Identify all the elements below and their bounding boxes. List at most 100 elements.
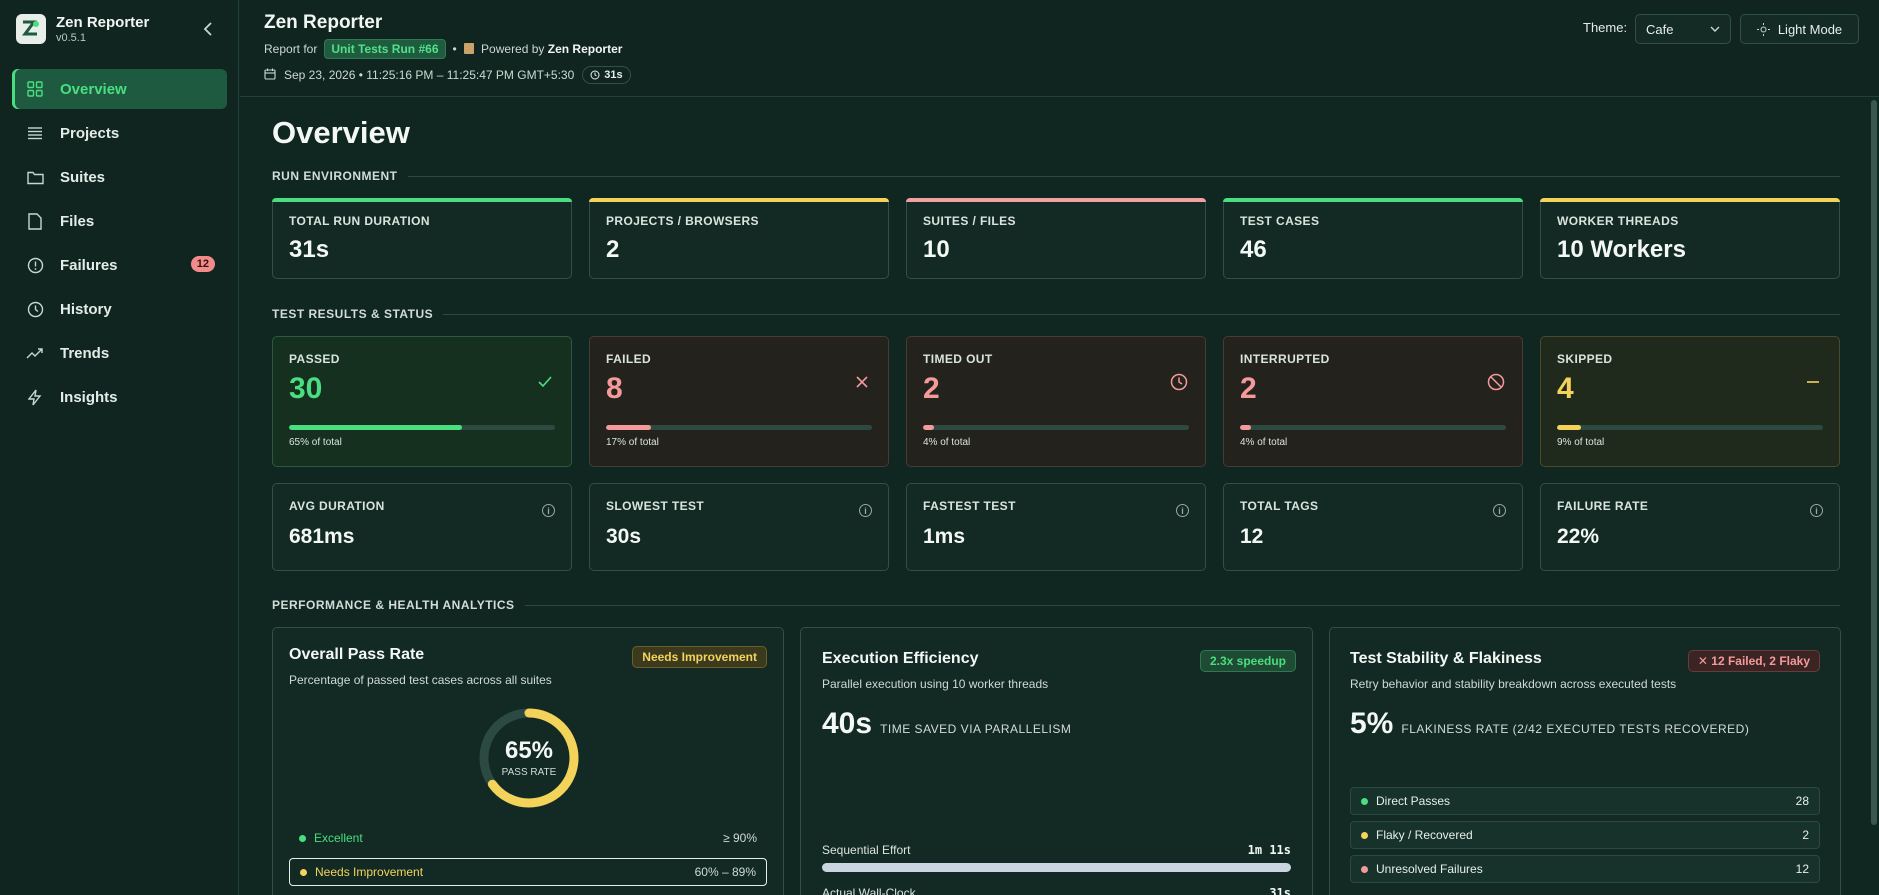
- info-icon[interactable]: i: [542, 504, 555, 517]
- status-card-passed[interactable]: PASSED 30 65% of total: [272, 336, 572, 467]
- card-value: 2: [606, 236, 620, 263]
- section-label: TEST RESULTS & STATUS: [272, 307, 434, 321]
- time-saved-caption: TIME SAVED VIA PARALLELISM: [880, 722, 1072, 736]
- status-card-failed[interactable]: FAILED 8 17% of total: [589, 336, 889, 467]
- card-value: 1ms: [923, 525, 966, 548]
- flakiness-caption: FLAKINESS RATE (2/42 EXECUTED TESTS RECO…: [1401, 722, 1750, 736]
- minus-icon: [1807, 381, 1819, 383]
- effort-label: Actual Wall-Clock: [822, 886, 916, 895]
- speedup-label: 2.3x speedup: [1209, 654, 1286, 668]
- section-performance: PERFORMANCE & HEALTH ANALYTICS: [272, 598, 1840, 612]
- metric-card-total-tags: TOTAL TAGS 12 i: [1223, 483, 1523, 571]
- status-cards-row: PASSED 30 65% of total FAILED 8 17% of t…: [272, 336, 1840, 467]
- panel-title: Overall Pass Rate: [289, 646, 425, 663]
- env-cards-row: TOTAL RUN DURATION 31s PROJECTS / BROWSE…: [272, 198, 1840, 279]
- sidebar-item-label: Projects: [60, 124, 120, 142]
- percent-label: 17% of total: [606, 437, 659, 448]
- card-label: SLOWEST TEST: [606, 499, 705, 513]
- legend-unresolved-failures[interactable]: Unresolved Failures 12: [1350, 855, 1820, 883]
- sidebar-item-projects[interactable]: Projects: [12, 113, 227, 153]
- sidebar-item-label: Trends: [60, 344, 110, 362]
- legend-needs-improvement[interactable]: Needs Improvement 60% – 89%: [289, 858, 767, 886]
- sidebar-item-failures[interactable]: Failures 12: [12, 245, 227, 285]
- sidebar-item-suites[interactable]: Suites: [12, 157, 227, 197]
- progress-fill: [606, 425, 652, 430]
- percent-label: 4% of total: [1240, 437, 1288, 448]
- metric-card-failure-rate: FAILURE RATE 22% i: [1540, 483, 1840, 571]
- powered-by: Powered by Zen Reporter: [463, 42, 622, 56]
- info-icon[interactable]: i: [1810, 504, 1823, 517]
- card-label: TOTAL RUN DURATION: [289, 214, 430, 228]
- card-value: 10 Workers: [1557, 236, 1686, 263]
- card-value: 22%: [1557, 525, 1600, 548]
- wall-clock-row: Actual Wall-Clock 31s: [822, 886, 1291, 895]
- report-for-label: Report for: [264, 42, 318, 56]
- card-accent: [589, 198, 889, 202]
- sidebar-item-overview[interactable]: Overview: [12, 69, 227, 109]
- run-name-pill: Unit Tests Run #66: [324, 39, 446, 59]
- info-icon[interactable]: i: [1493, 504, 1506, 517]
- pass-rate-panel: Overall Pass Rate Needs Improvement Perc…: [272, 627, 784, 895]
- date-range: Sep 23, 2026 • 11:25:16 PM – 11:25:47 PM…: [284, 68, 575, 82]
- info-icon[interactable]: i: [1176, 504, 1189, 517]
- alert-circle-icon: [25, 255, 45, 275]
- metric-card-slowest-test: SLOWEST TEST 30s i: [589, 483, 889, 571]
- time-saved-value: 40s: [822, 707, 873, 740]
- card-accent: [906, 198, 1206, 202]
- info-icon[interactable]: i: [859, 504, 872, 517]
- x-icon: ✕: [1697, 654, 1712, 668]
- status-card-timed-out[interactable]: TIMED OUT 2 4% of total: [906, 336, 1206, 467]
- progress-fill: [1240, 425, 1251, 430]
- theme-select[interactable]: Cafe: [1635, 14, 1731, 44]
- failures-count-badge: 12: [190, 256, 215, 272]
- sequential-effort-bar: [822, 863, 1291, 872]
- failure-badge: ✕ 12 Failed, 2 Flaky: [1687, 650, 1820, 672]
- status-card-skipped[interactable]: SKIPPED 4 9% of total: [1540, 336, 1840, 467]
- card-accent: [1540, 198, 1840, 202]
- panel-subtitle: Retry behavior and stability breakdown a…: [1350, 677, 1677, 691]
- legend-count: 28: [1795, 794, 1809, 808]
- legend-label: Excellent: [314, 831, 363, 845]
- sidebar-item-label: Failures: [60, 256, 118, 274]
- legend-excellent[interactable]: Excellent ≥ 90%: [289, 824, 767, 852]
- legend-range: 60% – 89%: [694, 865, 756, 879]
- card-value: 31s: [289, 236, 330, 263]
- trending-up-icon: [25, 343, 45, 363]
- pass-rate-caption: PASS RATE: [502, 767, 557, 778]
- card-label: TIMED OUT: [923, 352, 993, 366]
- percent-label: 65% of total: [289, 437, 342, 448]
- scrollbar[interactable]: [1871, 100, 1877, 825]
- status-card-interrupted[interactable]: INTERRUPTED 2 4% of total: [1223, 336, 1523, 467]
- card-value: 2: [1240, 372, 1257, 405]
- progress-bar: [923, 425, 1189, 430]
- status-dot: [1361, 797, 1368, 805]
- brand[interactable]: Zen Reporter v0.5.1: [16, 14, 149, 44]
- light-mode-button[interactable]: Light Mode: [1740, 14, 1859, 44]
- panel-title: Execution Efficiency: [822, 650, 979, 667]
- legend-label: Needs Improvement: [315, 865, 424, 879]
- collapse-sidebar-button[interactable]: [198, 18, 218, 40]
- metric-cards-row: AVG DURATION 681ms i SLOWEST TEST 30s i …: [272, 483, 1840, 571]
- legend-direct-passes[interactable]: Direct Passes 28: [1350, 787, 1820, 815]
- sidebar-item-history[interactable]: History: [12, 289, 227, 329]
- pass-rate-donut: 65% PASS RATE: [479, 708, 579, 808]
- card-label: INTERRUPTED: [1240, 352, 1330, 366]
- sequential-effort-row: Sequential Effort 1m 11s: [822, 843, 1291, 857]
- card-value: 10: [923, 236, 950, 263]
- sidebar-item-insights[interactable]: Insights: [12, 377, 227, 417]
- effort-value: 1m 11s: [1247, 843, 1291, 857]
- legend-label: Direct Passes: [1376, 794, 1451, 808]
- status-dot: [300, 868, 307, 876]
- env-card-duration: TOTAL RUN DURATION 31s: [272, 198, 572, 279]
- page-title: Overview: [272, 115, 410, 150]
- card-value: 681ms: [289, 525, 355, 548]
- legend-flaky[interactable]: Flaky / Recovered 2: [1350, 821, 1820, 849]
- status-dot: [1361, 865, 1368, 873]
- card-label: AVG DURATION: [289, 499, 385, 513]
- sidebar-item-trends[interactable]: Trends: [12, 333, 227, 373]
- card-value: 8: [606, 372, 623, 405]
- sidebar-item-files[interactable]: Files: [12, 201, 227, 241]
- grid-icon: [25, 79, 45, 99]
- sun-icon: [1756, 22, 1770, 36]
- card-label: PROJECTS / BROWSERS: [606, 214, 759, 228]
